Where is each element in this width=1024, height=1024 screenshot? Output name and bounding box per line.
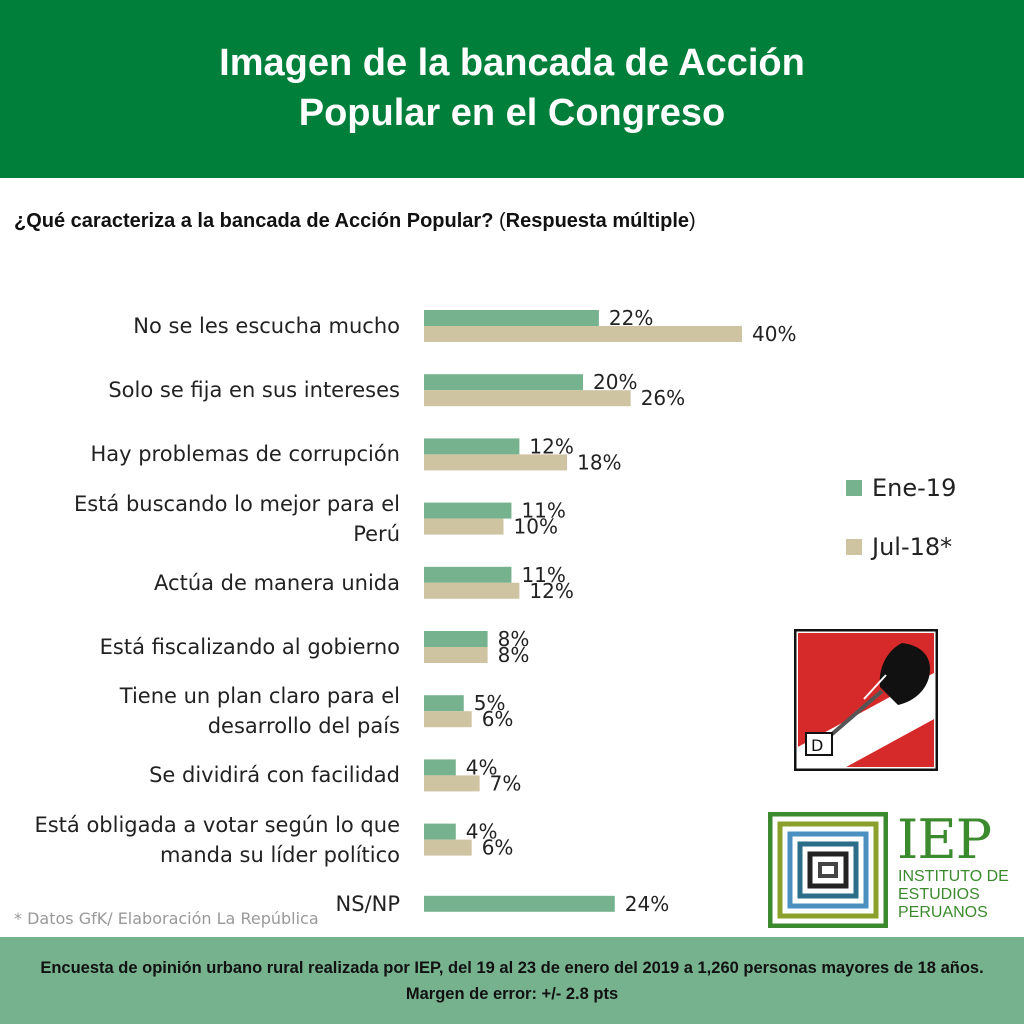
footer-banner [0, 937, 1024, 1024]
bar-jul18-2 [424, 454, 568, 471]
data-label-jul18-6: 6% [482, 707, 514, 731]
question-multiple: Respuesta múltiple [505, 210, 690, 232]
data-label-ene19-3: 11% [521, 499, 565, 523]
category-label-3: Está buscando lo mejor para el Perú [0, 489, 400, 549]
iep-logo-text: IEP [897, 808, 992, 871]
data-label-jul18-0: 40% [752, 322, 796, 346]
legend-label-ene19: Ene-19 [872, 474, 957, 502]
data-label-jul18-2: 18% [577, 450, 621, 474]
footer-text: Encuesta de opinión urbano rural realiza… [40, 959, 984, 1003]
category-label-5: Está fiscalizando al gobierno [0, 632, 400, 662]
category-label-line2: Perú [353, 521, 400, 546]
bar-jul18-6 [424, 711, 472, 728]
category-label-0: No se les escucha mucho [0, 311, 400, 341]
data-label-jul18-4: 12% [529, 579, 573, 603]
category-label-line1: NS/NP [335, 891, 401, 916]
question-text: ¿Qué caracteriza a la bancada de Acción … [14, 210, 494, 232]
data-label-ene19-4: 11% [521, 563, 565, 587]
title-line-2: Popular en el Congreso [298, 92, 726, 134]
category-label-1: Solo se fija en sus intereses [0, 375, 400, 405]
bar-ene19-4 [424, 566, 512, 583]
bar-jul18-0 [424, 326, 742, 342]
survey-question: ¿Qué caracteriza a la bancada de Acción … [14, 210, 696, 233]
bar-ene19-8 [424, 823, 456, 840]
legend-swatch-jul18 [846, 539, 862, 555]
legend-swatch-ene19 [846, 480, 862, 496]
category-label-line1: Tiene un plan claro para el [119, 684, 400, 709]
header-banner [0, 0, 1024, 178]
iep-subtitle: INSTITUTO DE ESTUDIOS PERUANOS [898, 868, 1009, 922]
question-paren-close: ) [689, 210, 696, 232]
category-label-line1: Está fiscalizando al gobierno [99, 635, 400, 659]
bar-ene19-9 [424, 895, 615, 912]
iep-emblem [768, 812, 888, 928]
bar-jul18-8 [424, 839, 472, 856]
category-label-7: Se dividirá con facilidad [0, 760, 400, 790]
category-label-line1: Se dividirá con facilidad [149, 763, 400, 788]
category-label-line1: No se les escucha mucho [133, 314, 400, 338]
iep-sub-line-2: ESTUDIOS [898, 886, 980, 903]
svg-text:D: D [811, 736, 823, 755]
data-label-jul18-7: 7% [490, 771, 522, 795]
data-label-jul18-5: 8% [498, 643, 530, 667]
bar-jul18-7 [424, 775, 480, 792]
title-line-1: Imagen de la bancada de Acción [219, 42, 805, 84]
category-label-line2: desarrollo del país [207, 714, 400, 739]
data-label-jul18-8: 6% [482, 836, 514, 860]
question-paren-open: ( [493, 210, 506, 232]
bar-jul18-4 [424, 582, 520, 599]
chart-title: Imagen de la bancada de Acción Popular e… [0, 38, 1024, 138]
category-label-8: Está obligada a votar según lo que manda … [0, 810, 400, 870]
iep-sub-line-1: INSTITUTO DE [898, 868, 1009, 885]
category-label-line1: Solo se fija en sus intereses [108, 378, 400, 403]
accion-popular-logo: D [794, 629, 938, 771]
category-label-line2: manda su líder político [160, 842, 400, 867]
category-label-2: Hay problemas de corrupción [0, 439, 400, 469]
category-label-line1: Está buscando lo mejor para el [73, 491, 400, 516]
bar-ene19-0 [424, 310, 599, 326]
category-label-6: Tiene un plan claro para el desarrollo de… [0, 681, 400, 741]
data-label-jul18-1: 26% [641, 386, 685, 410]
category-label-line1: Hay problemas de corrupción [90, 442, 400, 467]
bar-ene19-7 [424, 759, 456, 776]
bar-ene19-2 [424, 438, 520, 455]
data-label-ene19-5: 8% [498, 627, 530, 651]
legend-item-ene19: Ene-19 [846, 474, 956, 502]
legend-label-jul18: Jul-18* [872, 533, 953, 561]
bar-ene19-1 [424, 374, 583, 391]
bar-ene19-3 [424, 502, 512, 519]
category-label-4: Actúa de manera unida [0, 568, 400, 598]
source-note: * Datos GfK/ Elaboración La República [14, 909, 319, 928]
category-label-9: NS/NP [0, 889, 401, 919]
legend-item-jul18: Jul-18* [846, 533, 952, 561]
data-label-ene19-6: 5% [474, 691, 506, 715]
bar-jul18-5 [424, 647, 488, 663]
bar-jul18-1 [424, 390, 631, 407]
bar-ene19-6 [424, 695, 464, 712]
bar-ene19-5 [424, 631, 488, 647]
bar-jul18-3 [424, 518, 504, 535]
category-label-line1: Actúa de manera unida [154, 570, 400, 595]
iep-sub-line-3: PERUANOS [898, 904, 988, 921]
category-label-line1: Está obligada a votar según lo que [34, 812, 400, 837]
data-label-jul18-3: 10% [514, 515, 558, 539]
data-label-ene19-9: 24% [625, 892, 669, 916]
